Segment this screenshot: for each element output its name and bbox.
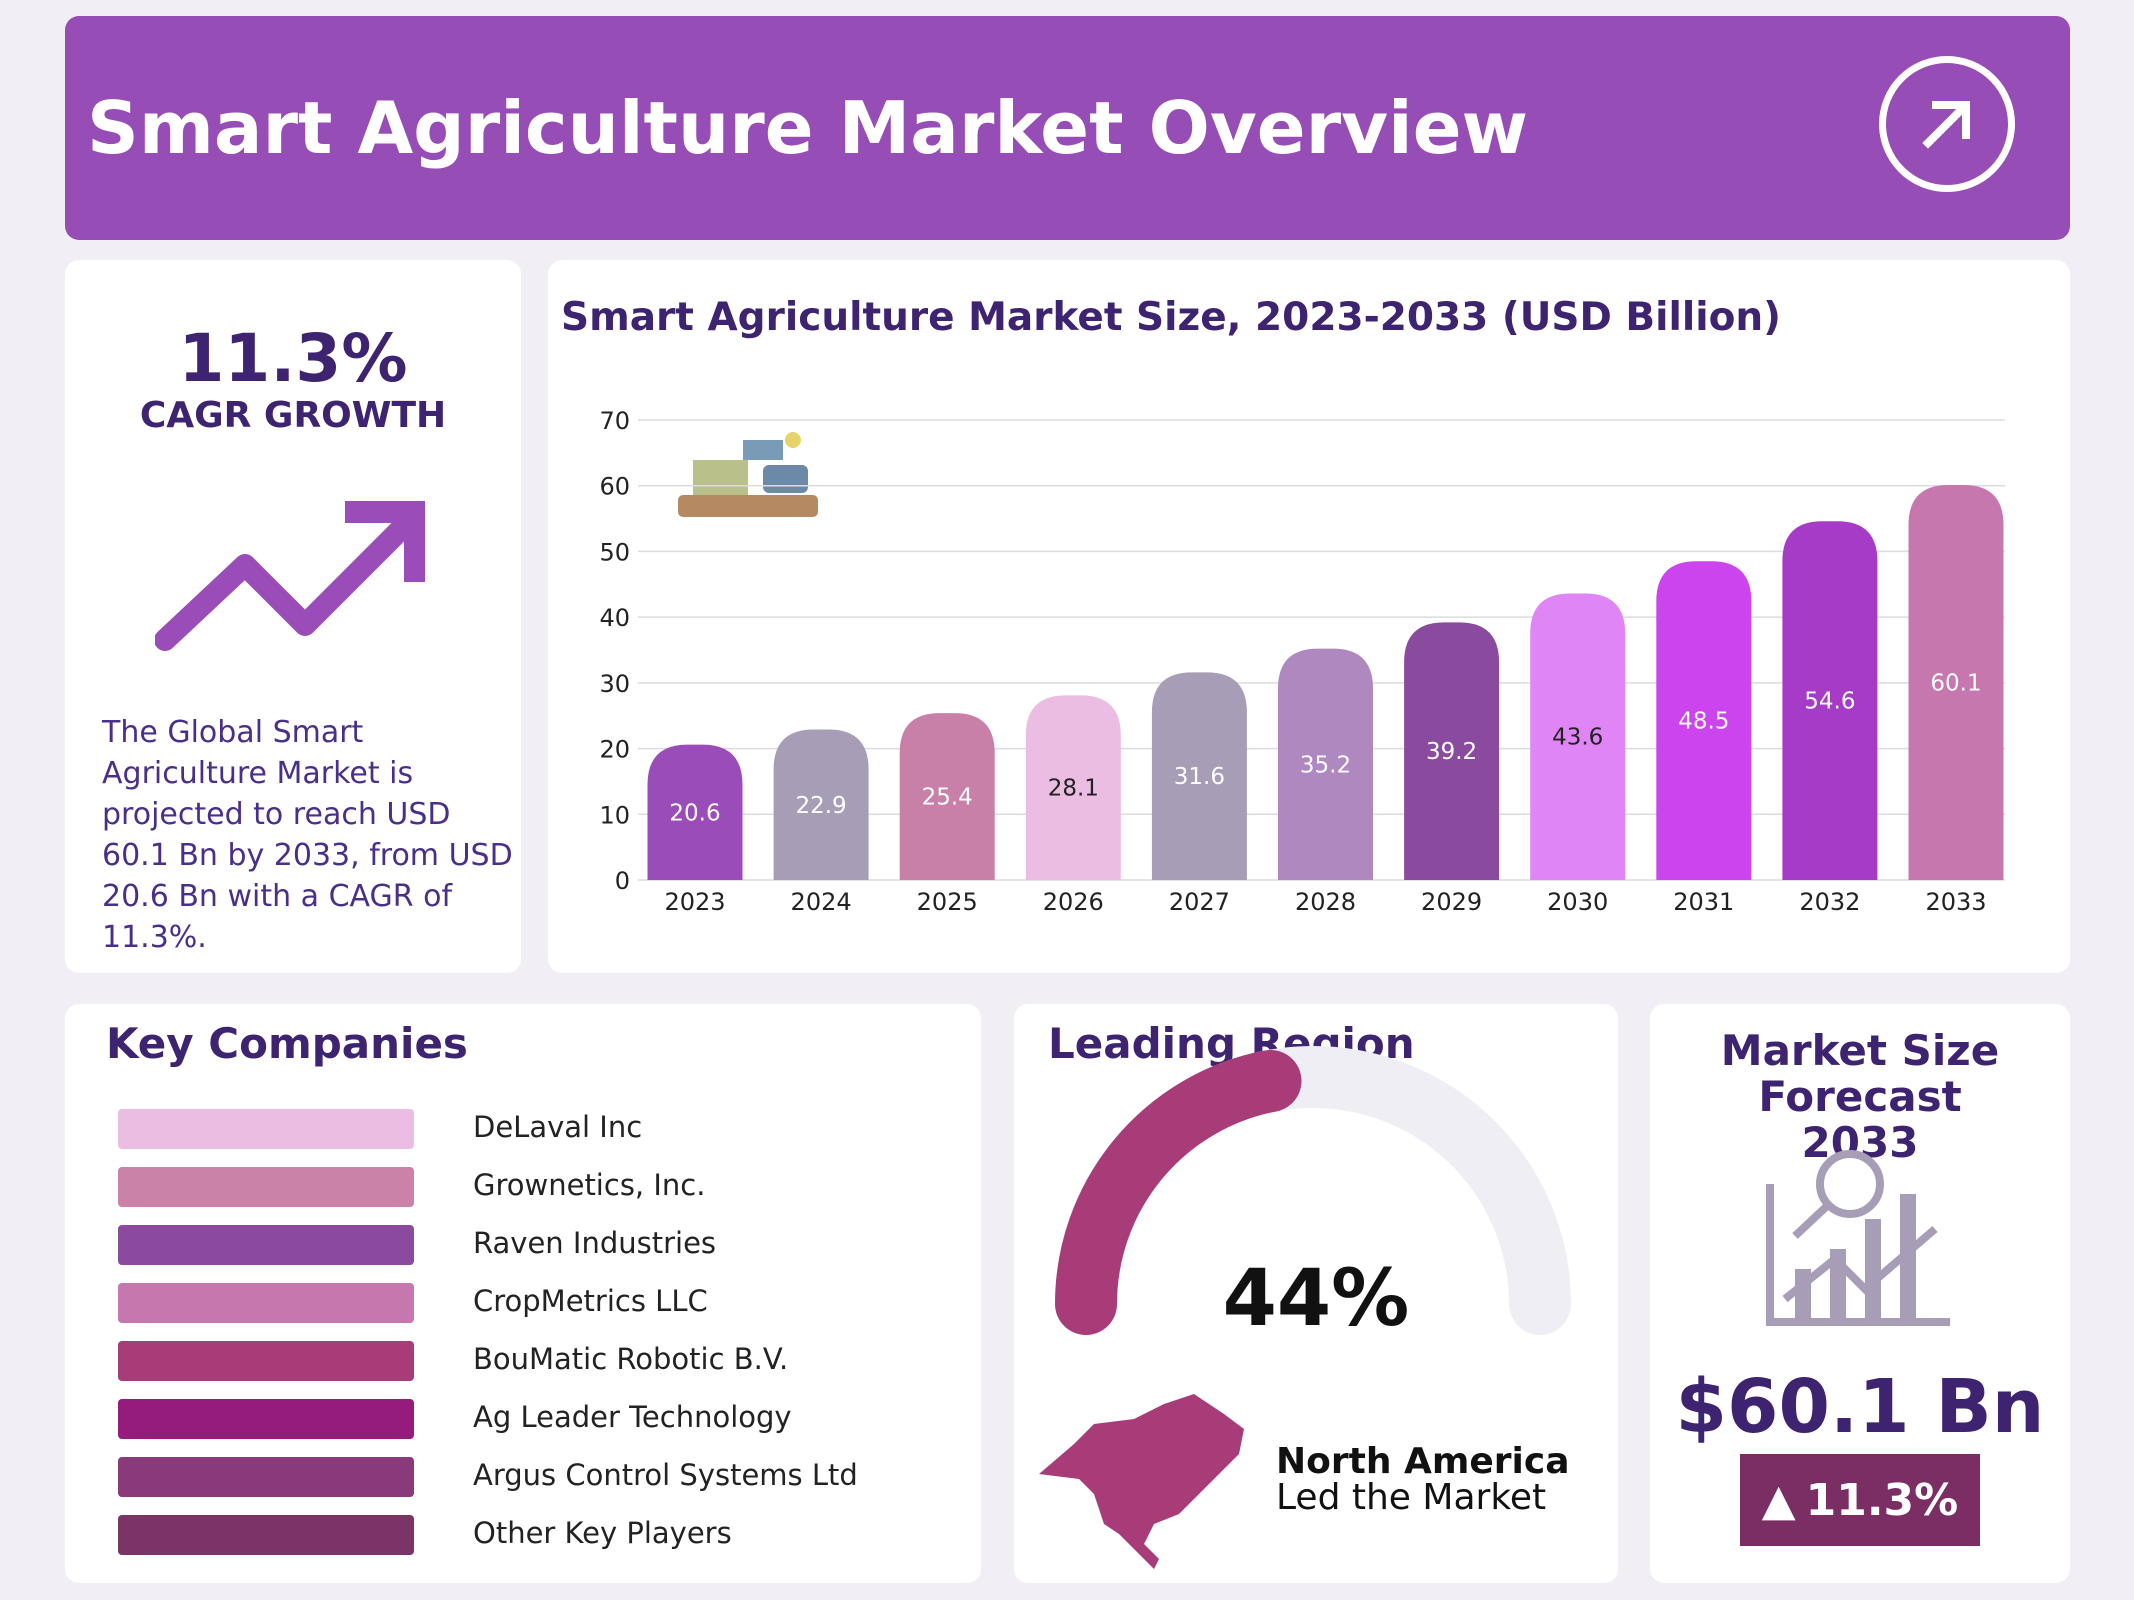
bar-value-label: 43.6 [1552,725,1603,751]
chart-card: Smart Agriculture Market Size, 2023-2033… [548,260,2070,973]
x-tick-label: 2024 [791,888,852,916]
chart-title: Smart Agriculture Market Size, 2023-2033… [561,295,1782,340]
bar-value-label: 60.1 [1930,671,1981,697]
bar [1530,593,1626,880]
bar [1404,622,1500,880]
company-color-swatch [118,1167,414,1207]
triangle-up-icon: ▲ [1761,1474,1796,1526]
company-color-swatch [118,1225,414,1265]
company-color-swatch [118,1457,414,1497]
company-name: DeLaval Inc [473,1110,643,1144]
bar-value-label: 31.6 [1174,764,1225,790]
bar-value-label: 35.2 [1300,752,1351,778]
x-tick-label: 2030 [1547,888,1608,916]
page-title: Smart Agriculture Market Overview [87,86,1529,170]
y-tick-label: 50 [599,538,630,566]
company-name: Argus Control Systems Ltd [473,1458,858,1492]
company-name: BouMatic Robotic B.V. [473,1342,789,1376]
bar [773,729,869,880]
bar-value-label: 20.6 [669,800,720,826]
farm-illustration-icon [678,432,818,517]
key-companies-card: Key Companies DeLaval Inc Grownetics, Inc… [65,1004,981,1583]
bar-value-label: 28.1 [1048,776,1099,802]
bar-value-label: 25.4 [922,785,973,811]
bar-value-label: 54.6 [1804,689,1855,715]
company-color-swatch [118,1283,414,1323]
cagr-value: 11.3% [178,320,408,397]
x-tick-label: 2023 [664,888,725,916]
cagr-description: The Global Smart Agriculture Market is p… [102,715,513,955]
y-tick-label: 60 [599,473,630,501]
y-tick-label: 30 [599,670,630,698]
bar [1151,672,1247,880]
region-gauge [1055,1046,1571,1335]
company-name: Ag Leader Technology [473,1400,792,1434]
bar [1908,485,2004,880]
x-tick-label: 2025 [917,888,978,916]
forecast-card: Market Size Forecast 2033 $60.1 Bn ▲ 11.… [1650,1004,2070,1583]
bar [1278,648,1373,880]
y-tick-label: 20 [599,736,630,764]
cagr-card: 11.3% CAGR GROWTH The Global Smart Agric… [65,260,521,973]
company-name: Other Key Players [473,1516,732,1550]
company-color-swatch [118,1109,414,1149]
bar-value-label: 39.2 [1426,739,1477,765]
region-percent: 44% [1222,1254,1410,1344]
y-tick-label: 10 [599,801,630,829]
y-tick-label: 0 [615,867,630,895]
cagr-label: CAGR GROWTH [139,395,447,436]
x-tick-label: 2033 [1925,888,1986,916]
forecast-title: Market Size Forecast 2033 [1720,1026,2000,1167]
company-name: Grownetics, Inc. [473,1168,706,1202]
header-banner: Smart Agriculture Market Overview [65,16,2070,240]
y-tick-label: 70 [599,407,630,435]
bar [647,744,743,880]
leading-region-card: Leading Region 44% North America Led the… [1014,1004,1618,1583]
x-tick-label: 2032 [1799,888,1860,916]
x-tick-label: 2028 [1295,888,1356,916]
x-tick-label: 2031 [1673,888,1734,916]
region-name: North America [1276,1441,1570,1482]
bar-value-label: 48.5 [1678,709,1729,735]
arrow-up-right-circle-icon[interactable] [1879,56,2015,192]
x-tick-label: 2026 [1043,888,1104,916]
company-name: Raven Industries [473,1226,717,1260]
company-name: CropMetrics LLC [473,1284,708,1318]
forecast-value: $60.1 Bn [1675,1364,2045,1450]
company-color-swatch [118,1515,414,1555]
growth-value: 11.3% [1805,1474,1959,1526]
x-tick-label: 2029 [1421,888,1482,916]
trend-up-arrow-icon [155,501,425,651]
company-color-swatch [118,1341,414,1381]
bar [1025,695,1121,880]
x-tick-label: 2027 [1169,888,1230,916]
y-tick-label: 40 [599,604,630,632]
companies-title: Key Companies [106,1019,468,1068]
bar-chart: 01020304050607020.6202322.9202425.420252… [599,407,2005,916]
region-caption: Led the Market [1276,1477,1547,1518]
growth-badge: ▲ 11.3% [1740,1454,1980,1546]
company-color-swatch [118,1399,414,1439]
bar [1656,561,1752,880]
chart-magnifier-icon [1766,1150,1950,1326]
bar-value-label: 22.9 [795,793,846,819]
bar [1782,521,1878,880]
north-america-map-icon [1039,1394,1244,1569]
bar [899,713,995,880]
